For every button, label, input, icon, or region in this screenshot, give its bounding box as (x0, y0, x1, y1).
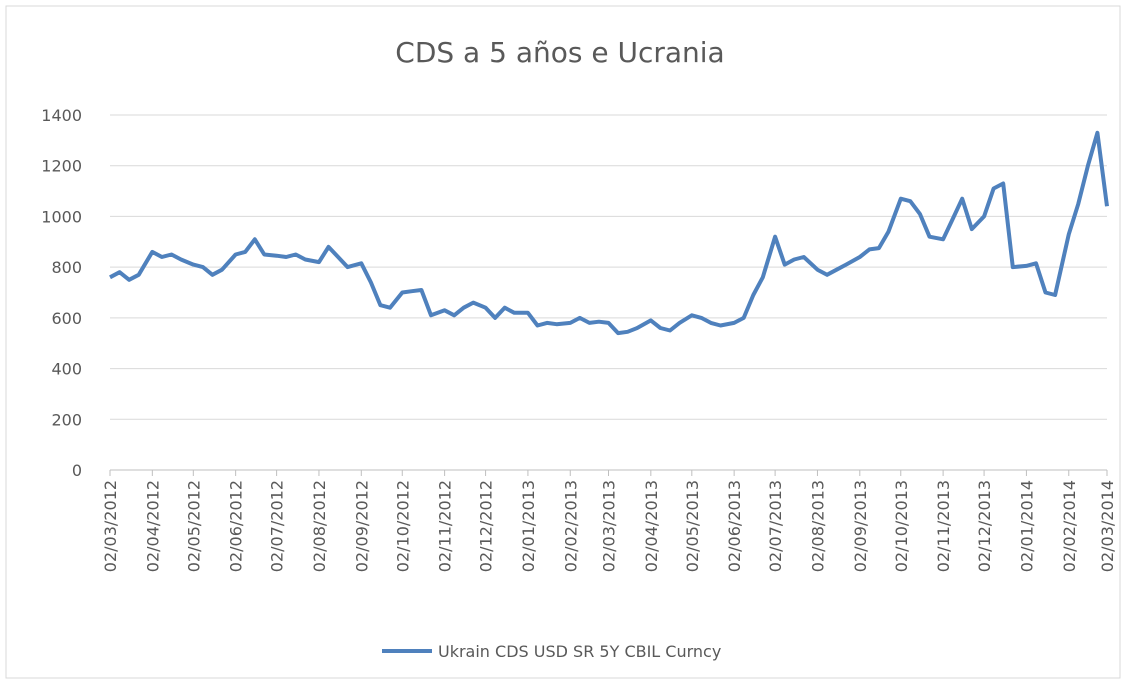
x-tick-label: 02/09/2013 (851, 480, 870, 572)
y-tick-label: 800 (51, 258, 82, 277)
x-tick-label: 02/10/2012 (393, 480, 412, 572)
x-tick-label: 02/04/2012 (143, 480, 162, 572)
y-tick-label: 400 (51, 360, 82, 379)
x-tick-label: 02/06/2012 (227, 480, 246, 572)
chart-frame (5, 5, 1121, 679)
x-tick-label: 02/03/2013 (600, 480, 619, 572)
x-tick-label: 02/08/2012 (310, 480, 329, 572)
y-tick-label: 0 (72, 461, 82, 480)
x-tick-label: 02/12/2012 (477, 480, 496, 572)
x-tick-label: 02/04/2013 (642, 480, 661, 572)
x-tick-label: 02/06/2013 (725, 480, 744, 572)
x-tick-label: 02/02/2013 (561, 480, 580, 572)
x-tick-label: 02/05/2012 (184, 480, 203, 572)
x-tick-label: 02/08/2013 (808, 480, 827, 572)
y-tick-label: 200 (51, 410, 82, 429)
x-tick-label: 02/05/2013 (683, 480, 702, 572)
x-tick-label: 02/07/2013 (766, 480, 785, 572)
x-tick-label: 02/12/2013 (975, 480, 994, 572)
x-tick-label: 02/11/2012 (436, 480, 455, 572)
legend-label: Ukrain CDS USD SR 5Y CBIL Curncy (438, 642, 721, 661)
line-series (109, 130, 1109, 336)
chart-title: CDS a 5 años e Ucrania (395, 36, 724, 69)
x-tick-label: 02/07/2012 (268, 480, 287, 572)
x-tick-label: 02/03/2012 (101, 480, 120, 572)
y-tick-label: 1400 (41, 106, 82, 125)
x-tick-label: 02/03/2014 (1098, 480, 1117, 572)
x-tick-label: 02/01/2013 (519, 480, 538, 572)
y-tick-label: 600 (51, 309, 82, 328)
x-tick-label: 02/01/2014 (1017, 480, 1036, 572)
x-tick-label: 02/02/2014 (1060, 480, 1079, 572)
y-tick-label: 1200 (41, 157, 82, 176)
x-tick-label: 02/10/2013 (892, 480, 911, 572)
y-tick-label: 1000 (41, 207, 82, 226)
x-tick-label: 02/09/2012 (352, 480, 371, 572)
x-tick-label: 02/11/2013 (934, 480, 953, 572)
